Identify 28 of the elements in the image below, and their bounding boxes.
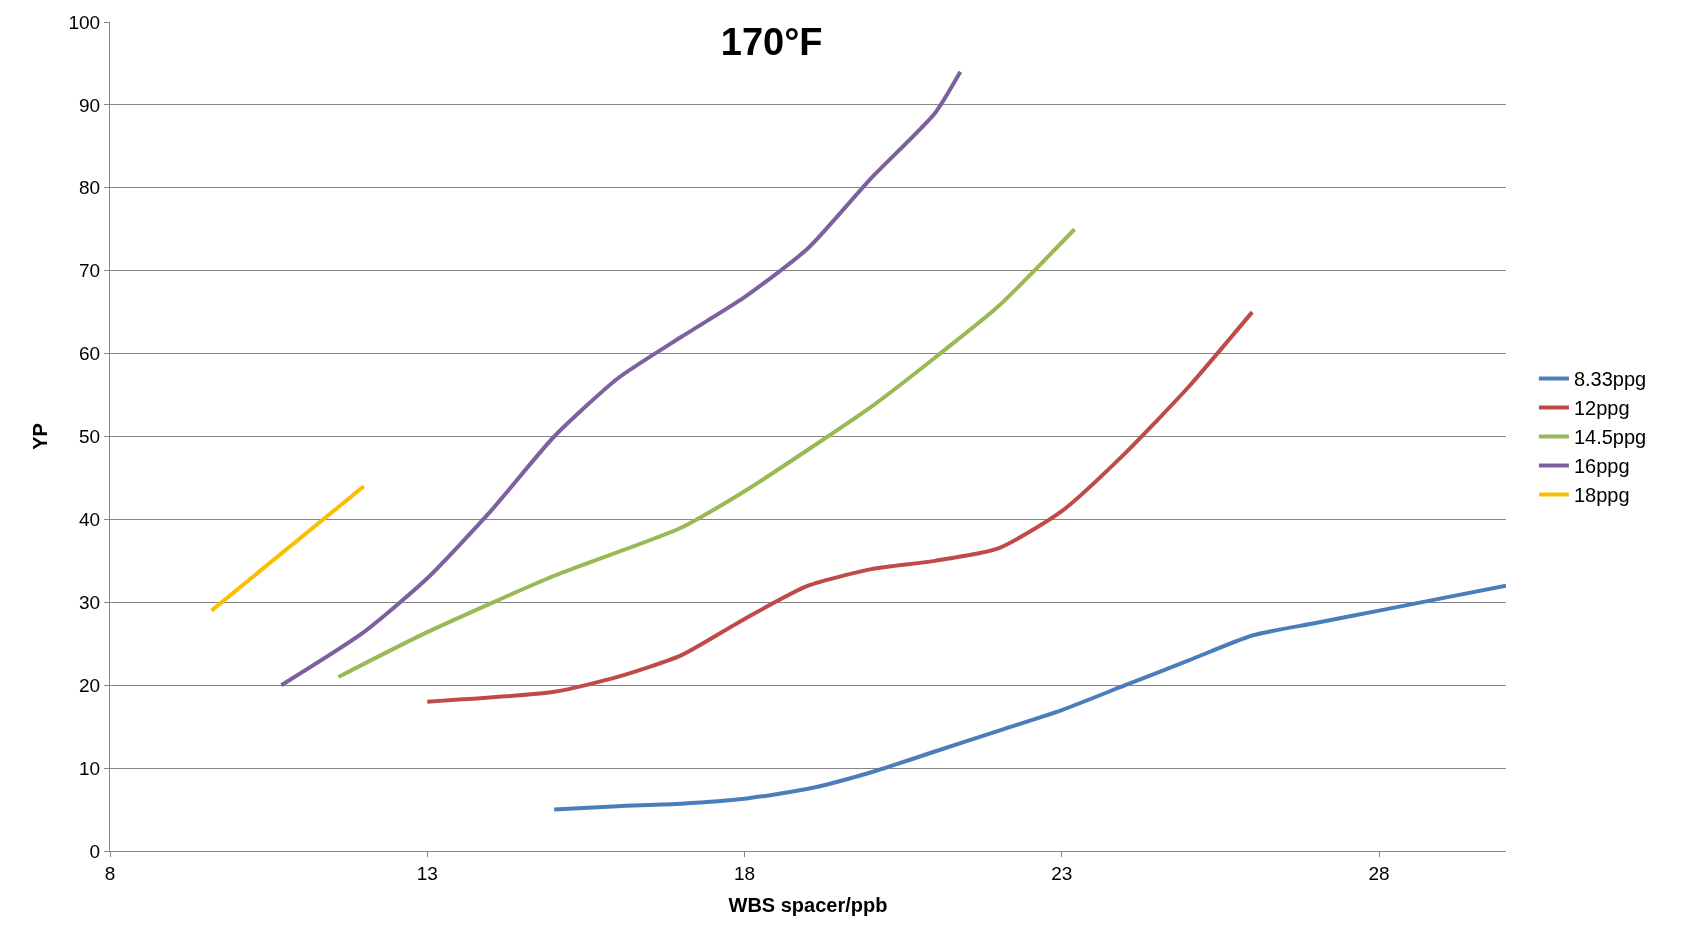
legend-label: 18ppg bbox=[1573, 484, 1630, 507]
x-tick-label: 23 bbox=[1051, 862, 1073, 884]
legend-label: 8.33ppg bbox=[1573, 368, 1647, 391]
y-tick-label: 90 bbox=[79, 94, 101, 116]
x-tick-label: 13 bbox=[416, 862, 438, 884]
line-series bbox=[336, 227, 1077, 679]
y-tick-label: 30 bbox=[79, 591, 101, 613]
line-series bbox=[279, 69, 963, 688]
y-axis-title: YP bbox=[29, 423, 51, 450]
chart-title: 170°F bbox=[720, 21, 823, 64]
y-tick-label: 70 bbox=[79, 260, 101, 282]
x-axis-title: WBS spacer/ppb bbox=[728, 894, 888, 917]
y-tick-label: 100 bbox=[68, 11, 101, 33]
y-tick-label: 60 bbox=[79, 343, 101, 365]
legend-label: 14.5ppg bbox=[1573, 426, 1647, 449]
line-series bbox=[552, 583, 1506, 812]
legend-label: 12ppg bbox=[1573, 397, 1630, 420]
y-tick-label: 0 bbox=[89, 840, 101, 862]
y-tick-label: 10 bbox=[79, 757, 101, 779]
line-series bbox=[425, 310, 1255, 704]
y-tick-label: 80 bbox=[79, 177, 101, 199]
y-tick-label: 40 bbox=[79, 509, 101, 531]
x-tick-label: 18 bbox=[733, 862, 756, 884]
y-tick-label: 50 bbox=[79, 426, 101, 448]
x-tick-label: 8 bbox=[104, 862, 116, 884]
y-tick-label: 20 bbox=[79, 674, 101, 696]
x-tick-label: 28 bbox=[1368, 862, 1390, 884]
legend-label: 16ppg bbox=[1573, 455, 1630, 478]
